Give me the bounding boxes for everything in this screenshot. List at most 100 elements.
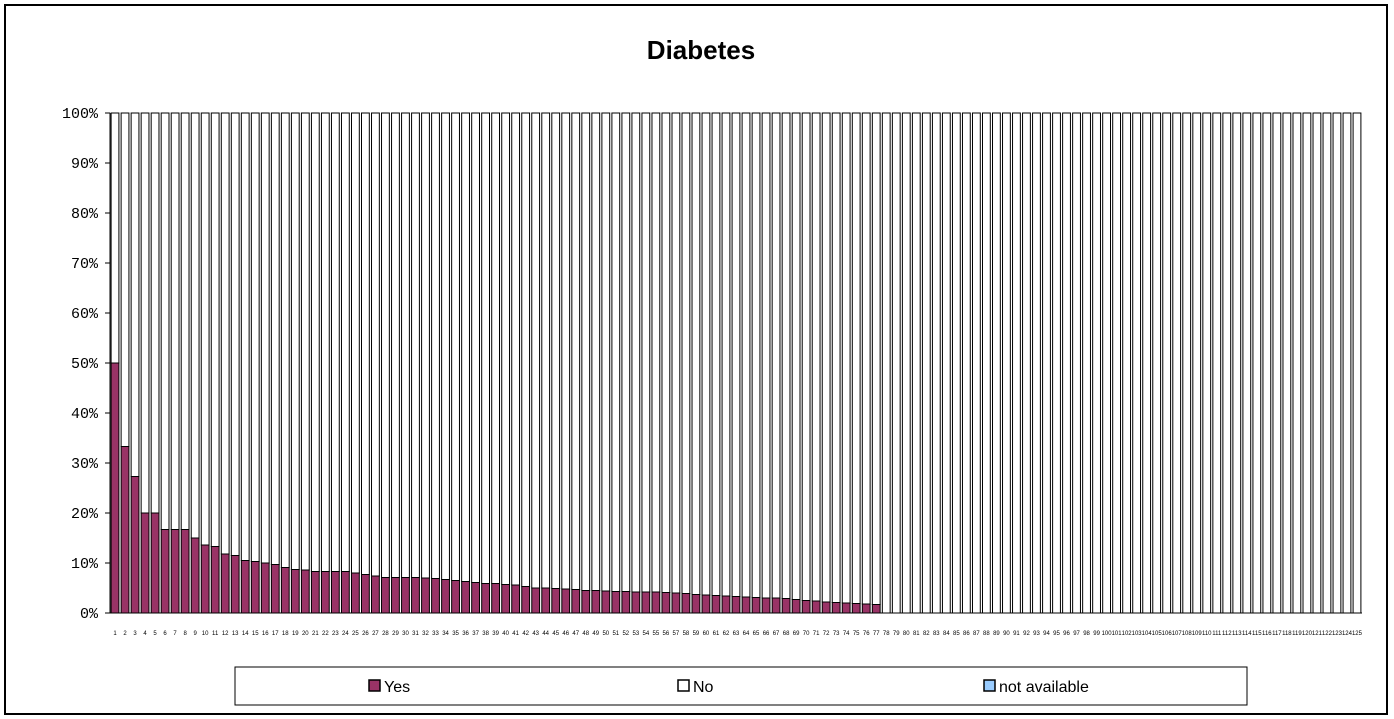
y-tick-label: 30% [71, 456, 99, 473]
x-tick-label: 74 [843, 631, 850, 637]
x-tick-label: 97 [1073, 631, 1080, 637]
x-tick-label: 98 [1083, 631, 1090, 637]
x-tick-label: 32 [422, 631, 429, 637]
x-tick-label: 63 [733, 631, 740, 637]
bar-yes-32 [421, 577, 430, 614]
bar-yes-26 [361, 574, 370, 614]
x-tick-label: 11 [212, 631, 219, 637]
x-tick-label: 92 [1023, 631, 1030, 637]
legend-swatch-yes [368, 679, 381, 692]
bar-no-44 [541, 112, 551, 589]
legend-swatch-not-available [983, 679, 996, 692]
bar-no-22 [320, 112, 330, 572]
x-tick-label: 22 [322, 631, 329, 637]
bar-yes-5 [150, 512, 160, 614]
bar-yes-39 [491, 583, 501, 614]
bar-no-80 [901, 112, 911, 614]
x-tick-label: 37 [472, 631, 479, 637]
x-tick-label: 55 [653, 631, 660, 637]
x-tick-label: 89 [993, 631, 1000, 637]
bar-no-97 [1072, 112, 1081, 614]
bar-no-35 [451, 112, 460, 581]
x-tick-label: 44 [542, 631, 549, 637]
bar-no-63 [731, 112, 741, 597]
bar-yes-29 [391, 577, 400, 614]
bar-no-64 [741, 112, 751, 598]
x-tick-label: 93 [1033, 631, 1040, 637]
bar-no-86 [961, 112, 971, 614]
x-tick-label: 88 [983, 631, 990, 637]
bar-yes-38 [481, 583, 491, 614]
bar-yes-2 [120, 446, 130, 614]
x-tick-label: 120 [1302, 631, 1313, 637]
x-tick-label: 86 [963, 631, 970, 637]
bar-no-67 [771, 112, 781, 599]
x-tick-label: 35 [452, 631, 459, 637]
x-tick-label: 91 [1013, 631, 1020, 637]
bar-yes-62 [721, 595, 731, 614]
bar-yes-72 [821, 601, 831, 614]
bar-no-116 [1262, 112, 1272, 614]
bar-yes-56 [661, 592, 671, 614]
bar-yes-17 [270, 564, 280, 614]
bar-yes-74 [841, 602, 851, 614]
bar-no-90 [1002, 112, 1011, 614]
bar-no-94 [1042, 112, 1051, 614]
bar-no-114 [1242, 112, 1252, 614]
bar-yes-54 [641, 591, 651, 614]
x-tick-label: 54 [643, 631, 650, 637]
legend-label-yes: Yes [384, 679, 410, 696]
bar-no-74 [841, 112, 851, 604]
bar-yes-47 [571, 589, 581, 614]
bar-no-72 [821, 112, 831, 603]
bar-no-10 [200, 112, 210, 546]
x-tick-label: 36 [462, 631, 469, 637]
bar-no-101 [1112, 112, 1122, 614]
x-tick-label: 103 [1132, 631, 1143, 637]
bar-no-53 [631, 112, 641, 593]
bar-yes-25 [350, 572, 360, 614]
bar-no-125 [1352, 112, 1362, 614]
x-tick-label: 43 [532, 631, 539, 637]
bar-no-21 [310, 112, 320, 572]
bar-yes-57 [671, 592, 681, 614]
bar-no-50 [601, 112, 611, 592]
bar-no-121 [1312, 112, 1322, 614]
x-tick-label: 15 [252, 631, 259, 637]
x-tick-label: 14 [242, 631, 249, 637]
bar-yes-63 [731, 596, 741, 614]
bar-no-19 [290, 112, 300, 570]
bar-yes-48 [581, 590, 591, 614]
bar-no-76 [861, 112, 871, 605]
bars [110, 112, 1362, 614]
x-tick-label: 62 [723, 631, 730, 637]
bar-no-16 [260, 112, 270, 564]
bar-no-124 [1342, 112, 1352, 614]
x-tick-label: 38 [482, 631, 489, 637]
bar-yes-33 [431, 578, 440, 614]
bar-no-41 [511, 112, 521, 586]
bar-yes-3 [130, 476, 140, 614]
bar-yes-23 [330, 571, 340, 614]
bar-no-123 [1332, 112, 1342, 614]
bar-no-5 [150, 112, 160, 514]
bar-no-46 [561, 112, 571, 590]
x-tick-label: 79 [893, 631, 900, 637]
bar-no-30 [401, 112, 410, 578]
bar-yes-67 [771, 597, 781, 614]
chart-title: Diabetes [647, 35, 755, 65]
y-tick-label: 60% [71, 306, 99, 323]
bar-yes-76 [861, 603, 871, 614]
bar-yes-77 [871, 604, 881, 614]
x-tick-label: 20 [302, 631, 309, 637]
x-tick-label: 105 [1152, 631, 1163, 637]
bar-yes-21 [310, 571, 320, 614]
x-tick-label: 6 [163, 631, 167, 637]
x-tick-label: 69 [793, 631, 800, 637]
x-tick-label: 96 [1063, 631, 1070, 637]
bar-no-78 [881, 112, 891, 614]
bar-no-65 [751, 112, 761, 598]
bar-no-42 [521, 112, 531, 587]
x-tick-label: 106 [1162, 631, 1173, 637]
y-tick-label: 50% [71, 356, 99, 373]
